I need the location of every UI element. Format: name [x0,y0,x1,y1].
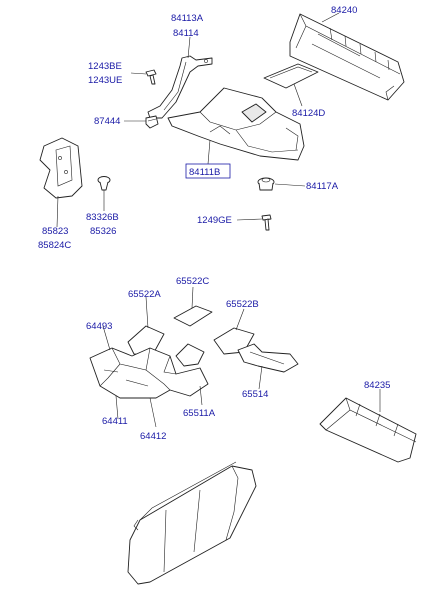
label-65514: 65514 [242,389,268,400]
part-84240-drawing [289,13,405,101]
part-85823-drawing [39,137,83,199]
part-65522c-drawing [173,305,213,327]
label-84111b-boxed: 84111B [185,163,231,179]
label-87444: 87444 [94,116,120,127]
part-87444-drawing [145,115,159,129]
label-85326: 85326 [90,226,116,237]
label-83326b: 83326B [86,212,119,223]
part-84114-drawing [147,55,213,119]
label-84114: 84114 [173,28,199,39]
part-84117a-drawing [257,177,275,191]
label-65522a: 65522A [128,289,161,300]
label-84240: 84240 [331,5,357,16]
leader-lines [56,12,381,428]
label-85823: 85823 [42,226,68,237]
part-floor-mat-assembly-drawing [89,343,209,399]
part-84111b-drawing [167,87,305,161]
label-65522c: 65522C [176,276,209,287]
label-1243ue: 1243UE [88,75,122,86]
label-84235: 84235 [364,380,390,391]
part-65514-drawing [237,343,299,373]
label-65522b: 65522B [226,299,259,310]
label-64493: 64493 [86,321,112,332]
part-65522a-drawing [127,325,165,357]
part-84235-drawing [319,397,417,463]
part-1243be-drawing [145,69,157,85]
part-panel-drawing [127,461,257,585]
label-84117a: 84117A [306,181,339,192]
label-1249ge: 1249GE [197,215,232,226]
part-83326b-drawing [97,176,111,191]
label-84124d: 84124D [292,108,325,119]
part-84124d-drawing [263,63,319,89]
label-65511a: 65511A [183,408,216,419]
label-64412: 64412 [140,431,166,442]
label-64411: 64411 [102,416,128,427]
label-84113a: 84113A [171,13,204,24]
label-85824c: 85824C [38,240,71,251]
label-1243be: 1243BE [88,61,122,72]
part-1249ge-drawing [261,214,272,231]
label-84111b: 84111B [189,167,220,178]
